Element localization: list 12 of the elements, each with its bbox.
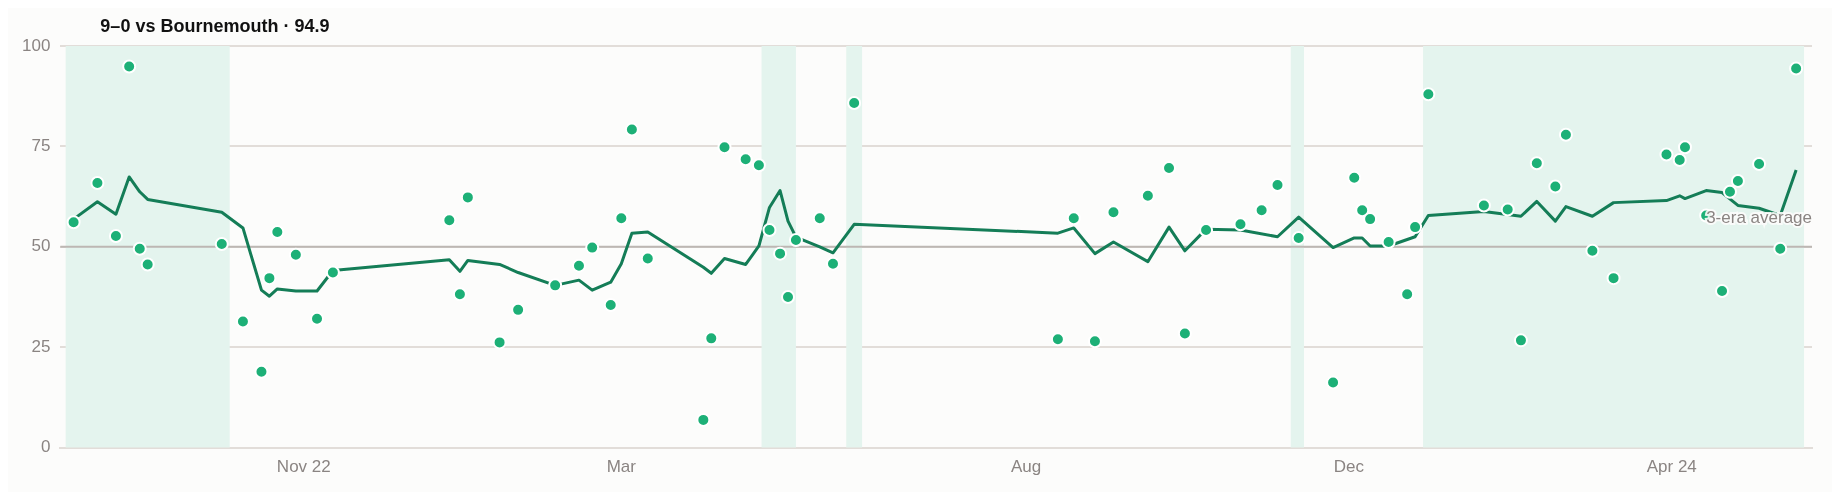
y-tick-label: 100 — [21, 35, 51, 55]
x-tick-label: Aug — [1011, 457, 1042, 477]
y-tick-label: 25 — [31, 336, 51, 356]
x-tick-label: Nov 22 — [276, 457, 331, 477]
x-tick-label: Dec — [1333, 457, 1365, 477]
x-tick-label: Apr 24 — [1646, 457, 1697, 477]
y-tick-label: 50 — [31, 236, 51, 256]
y-tick-label: 0 — [40, 437, 51, 457]
ref-line-label: 3-era average — [1706, 207, 1812, 227]
x-tick-label: Mar — [606, 457, 637, 477]
chart-title: 9–0 vs Bournemouth · 94.9 — [100, 15, 330, 36]
y-tick-label: 75 — [31, 136, 51, 156]
